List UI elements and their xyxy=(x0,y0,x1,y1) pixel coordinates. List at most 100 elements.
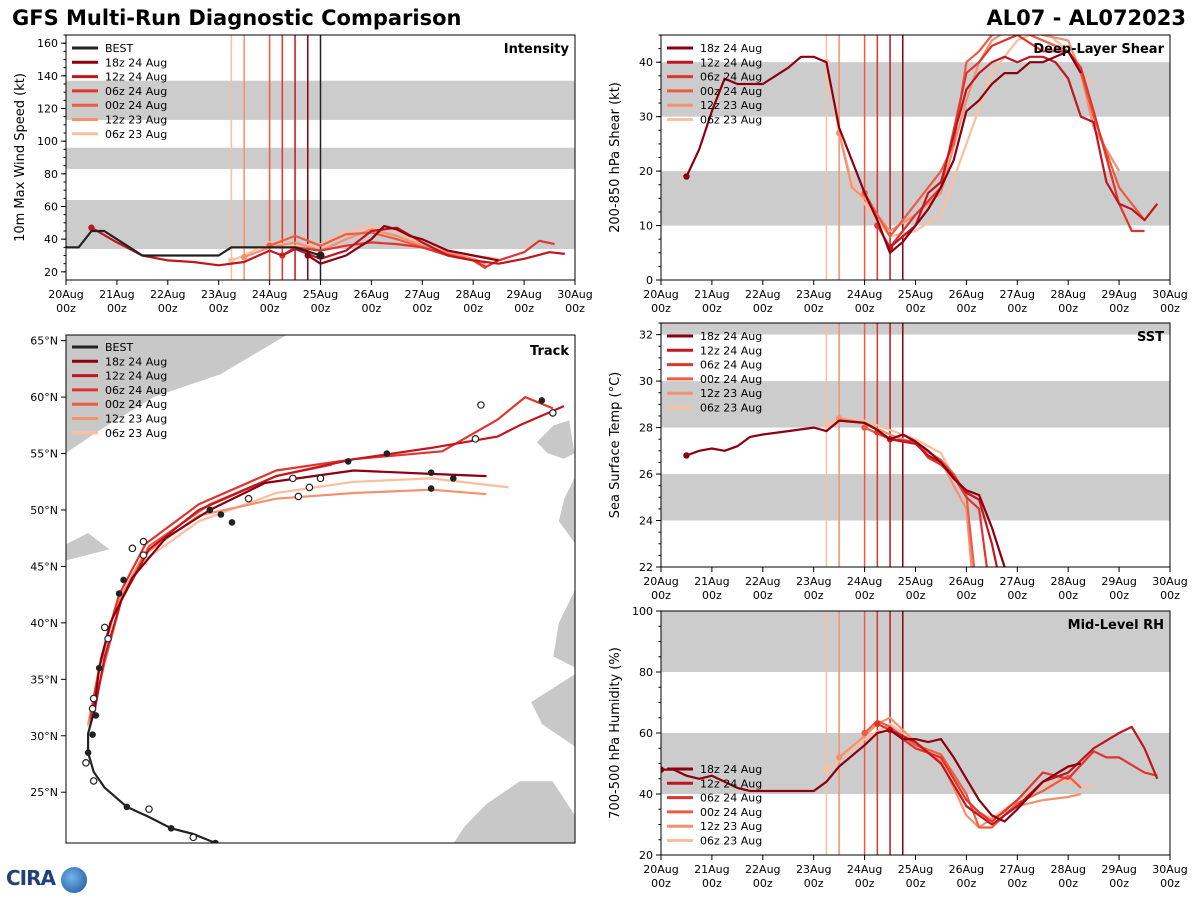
panel-shear: 01020304020Aug00z21Aug00z22Aug00z23Aug00… xyxy=(608,34,1188,315)
series-line-18z-24-aug xyxy=(686,419,1006,567)
page-title: GFS Multi-Run Diagnostic Comparison xyxy=(12,6,462,30)
legend-label: 18z 24 Aug xyxy=(700,763,762,776)
map-frame xyxy=(65,334,576,844)
y-tick-label: 80 xyxy=(639,666,653,679)
y-tick-label: 60 xyxy=(44,201,58,214)
track-line-12z-24-aug xyxy=(92,405,565,716)
x-tick-day: 28Aug xyxy=(1050,288,1085,301)
x-tick-hour: 00z xyxy=(753,302,773,315)
x-tick-day: 27Aug xyxy=(1000,863,1035,876)
y-tick-label: 40 xyxy=(639,56,653,69)
track-point-00z xyxy=(383,450,391,457)
x-tick-day: 25Aug xyxy=(898,575,933,588)
track-line-18z-24-aug xyxy=(92,469,487,714)
y-tick-label: 120 xyxy=(37,103,58,116)
init-point xyxy=(823,422,830,429)
panel-intensity: 2040608010012014016020Aug00z21Aug00z22Au… xyxy=(13,34,593,315)
lat-tick-label: 30°N xyxy=(30,730,58,743)
legend-label: 18z 24 Aug xyxy=(700,330,762,343)
x-tick-hour: 00z xyxy=(209,302,229,315)
track-point-00z xyxy=(92,712,100,719)
legend-label: 12z 23 Aug xyxy=(700,99,762,112)
y-axis-label: 700-500 hPa Humidity (%) xyxy=(608,647,623,819)
x-tick-hour: 00z xyxy=(651,589,671,602)
x-tick-hour: 00z xyxy=(1160,589,1180,602)
series-line-00z-24-aug xyxy=(863,35,1146,238)
track-point-00z xyxy=(84,749,92,756)
x-tick-hour: 00z xyxy=(804,877,824,890)
y-tick-label: 20 xyxy=(639,849,653,862)
legend-label: 12z 24 Aug xyxy=(105,370,167,383)
x-tick-hour: 00z xyxy=(906,302,926,315)
track-point-12z xyxy=(477,401,485,409)
x-tick-day: 20Aug xyxy=(48,288,83,301)
x-tick-hour: 00z xyxy=(412,302,432,315)
legend-label: 00z 24 Aug xyxy=(700,806,762,819)
x-tick-day: 28Aug xyxy=(1050,575,1085,588)
track-point-12z xyxy=(294,492,303,501)
x-tick-hour: 00z xyxy=(651,302,671,315)
y-tick-label: 0 xyxy=(646,274,653,287)
x-tick-hour: 00z xyxy=(1160,877,1180,890)
y-tick-label: 10 xyxy=(639,220,653,233)
track-point-12z xyxy=(549,409,557,417)
x-tick-hour: 00z xyxy=(1058,589,1078,602)
init-point xyxy=(683,452,690,459)
land-mass xyxy=(535,419,575,460)
track-point-12z xyxy=(289,474,297,483)
series-line-06z-24-aug xyxy=(281,239,555,268)
x-tick-day: 21Aug xyxy=(694,288,729,301)
track-point-00z xyxy=(212,839,219,843)
track-point-12z xyxy=(305,483,314,492)
lat-tick-label: 45°N xyxy=(30,560,58,573)
x-tick-hour: 00z xyxy=(1160,302,1180,315)
panel-title: Deep-Layer Shear xyxy=(1033,42,1164,57)
panel-title: Mid-Level RH xyxy=(1068,618,1164,633)
x-tick-hour: 00z xyxy=(804,302,824,315)
x-tick-hour: 00z xyxy=(1007,589,1027,602)
track-point-12z xyxy=(128,544,137,553)
y-tick-label: 30 xyxy=(639,375,653,388)
track-point-12z xyxy=(89,777,98,785)
track-point-12z xyxy=(316,474,325,483)
legend-label: 12z 24 Aug xyxy=(700,344,762,357)
shaded-band xyxy=(661,323,1170,335)
lat-tick-label: 55°N xyxy=(30,448,58,461)
legend-label: 06z 23 Aug xyxy=(105,128,167,141)
legend-label: 18z 24 Aug xyxy=(105,355,167,368)
x-tick-day: 21Aug xyxy=(694,575,729,588)
x-tick-hour: 00z xyxy=(56,302,76,315)
legend-label: BEST xyxy=(105,341,133,354)
track-point-00z xyxy=(449,475,457,482)
track-point-00z xyxy=(89,731,96,738)
x-tick-hour: 00z xyxy=(565,302,585,315)
land-mass xyxy=(66,532,112,562)
legend-label: BEST xyxy=(105,42,133,55)
x-tick-hour: 00z xyxy=(702,877,722,890)
x-tick-day: 20Aug xyxy=(643,575,678,588)
track-line-12z-23-aug xyxy=(87,488,487,725)
legend-label: 12z 23 Aug xyxy=(700,820,762,833)
y-axis-label: 200-850 hPa Shear (kt) xyxy=(608,82,623,233)
track-line-best xyxy=(86,712,216,843)
track-point-00z xyxy=(120,576,127,584)
y-tick-label: 100 xyxy=(37,135,58,148)
init-point xyxy=(88,224,95,231)
track-point-00z xyxy=(167,825,175,832)
track-point-12z xyxy=(145,805,153,813)
x-tick-day: 27Aug xyxy=(1000,288,1035,301)
x-tick-day: 29Aug xyxy=(1101,575,1136,588)
legend-label: 00z 24 Aug xyxy=(700,373,762,386)
x-tick-day: 27Aug xyxy=(405,288,440,301)
series-line-06z-24-aug xyxy=(876,722,1158,823)
legend-label: 06z 24 Aug xyxy=(700,792,762,805)
lat-tick-label: 40°N xyxy=(30,617,58,630)
x-tick-hour: 00z xyxy=(855,589,875,602)
legend-label: 06z 23 Aug xyxy=(700,402,762,415)
legend-label: 18z 24 Aug xyxy=(105,56,167,69)
x-tick-hour: 00z xyxy=(514,302,534,315)
x-tick-hour: 00z xyxy=(311,302,331,315)
x-tick-day: 25Aug xyxy=(898,863,933,876)
track-point-00z xyxy=(123,803,131,811)
plot-area xyxy=(66,35,575,280)
